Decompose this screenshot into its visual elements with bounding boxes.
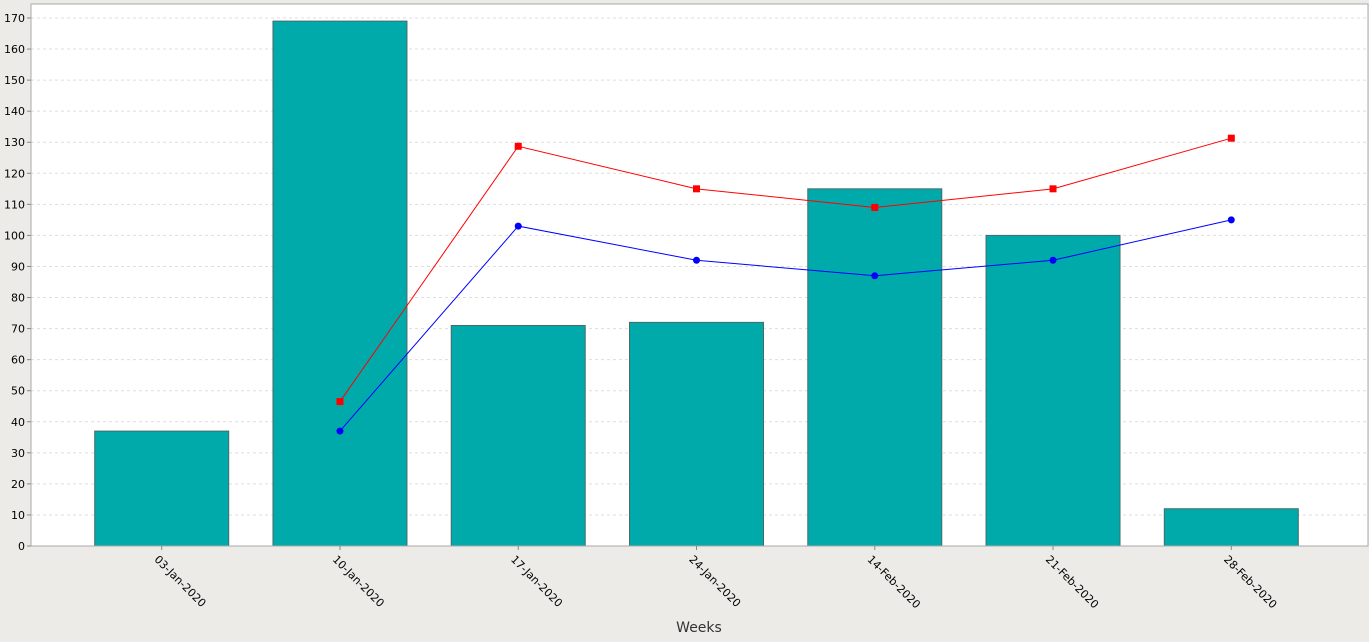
- y-tick-label: 80: [11, 292, 25, 305]
- y-tick-label: 120: [4, 167, 25, 180]
- y-tick-label: 140: [4, 105, 25, 118]
- line-series: [336, 134, 1235, 435]
- line-point-marker: [693, 185, 700, 193]
- bar: [272, 20, 408, 547]
- y-tick-label: 40: [11, 416, 25, 429]
- y-tick-label: 100: [4, 229, 25, 242]
- line-point-marker: [336, 398, 344, 406]
- y-tick-label: 110: [4, 198, 25, 211]
- bar: [985, 234, 1121, 547]
- bar: [629, 321, 764, 547]
- bar-series: [94, 20, 1299, 547]
- plot-border: [30, 3, 1369, 547]
- bar: [807, 188, 943, 547]
- line-point-marker: [871, 272, 879, 280]
- series-line: [339, 137, 1232, 402]
- y-tick-label: 150: [4, 74, 25, 87]
- y-tick-label: 50: [11, 385, 25, 398]
- line-point-marker: [1049, 256, 1057, 264]
- bar: [450, 324, 586, 547]
- bar: [94, 430, 230, 547]
- y-tick-label: 0: [18, 540, 25, 553]
- line-point-marker: [1227, 216, 1235, 224]
- line-point-marker: [514, 142, 522, 150]
- x-axis-title: Weeks: [676, 620, 722, 636]
- y-tick-label: 130: [4, 136, 25, 149]
- line-point-marker: [514, 222, 522, 230]
- line-point-marker: [336, 427, 344, 435]
- y-tick-label: 10: [11, 509, 25, 522]
- y-tick-label: 30: [11, 447, 25, 460]
- line-point-marker: [1227, 134, 1235, 142]
- y-tick-label: 90: [11, 260, 25, 273]
- series-line: [339, 219, 1232, 432]
- y-tick-label: 60: [11, 354, 25, 367]
- line-point-marker: [1049, 185, 1057, 193]
- y-axis-ticks: 0 10 20 30 40 50 60 70 80 90 100 110 120 130 140 150 160…: [4, 12, 31, 553]
- line-point-marker: [871, 203, 879, 211]
- bar: [1163, 508, 1299, 547]
- y-tick-label: 170: [4, 12, 25, 25]
- axes: [30, 3, 1369, 547]
- line-point-marker: [693, 256, 700, 264]
- y-tick-label: 160: [4, 43, 25, 56]
- y-tick-label: 70: [11, 323, 25, 336]
- y-tick-label: 20: [11, 478, 25, 491]
